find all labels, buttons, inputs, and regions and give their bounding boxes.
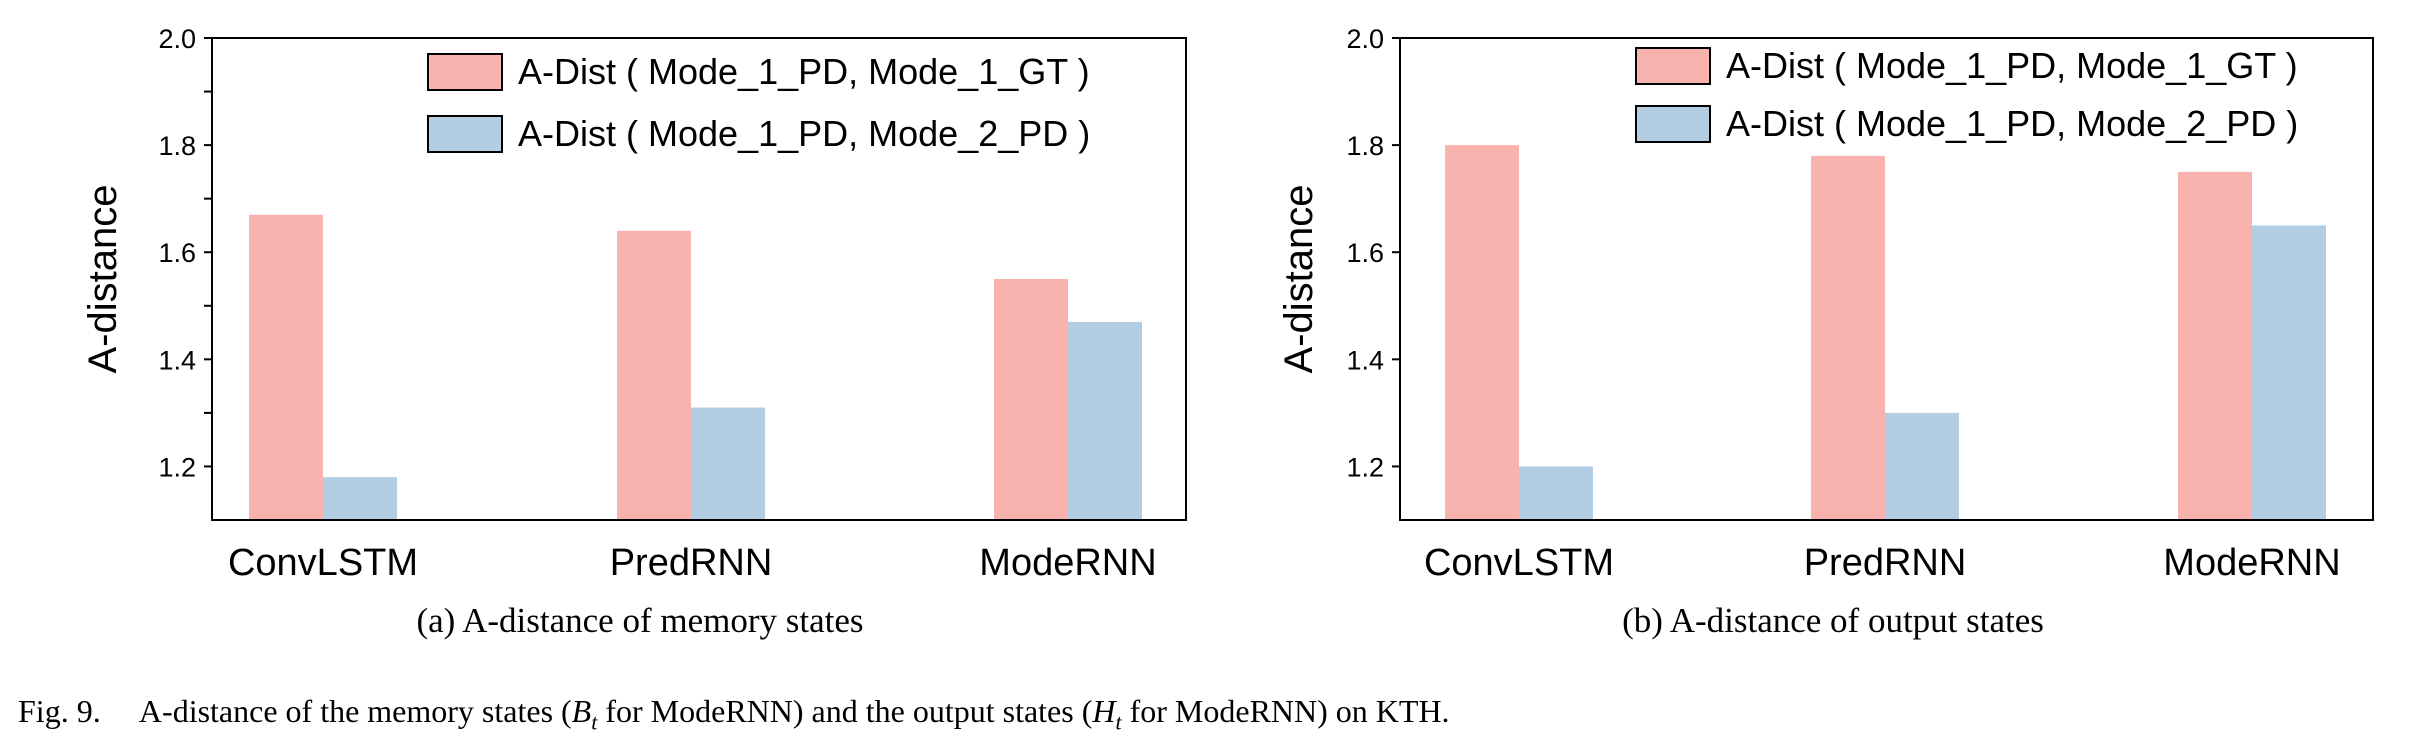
y-tick-label: 2.0 (1346, 24, 1384, 54)
x-category-label: PredRNN (610, 542, 773, 584)
bar-pd-modernn (1068, 321, 1142, 520)
bar-pd-predrnn (1885, 412, 1959, 520)
figure-caption: Fig. 9. A-distance of the memory states … (18, 693, 1450, 735)
figure-caption-text-3: for ModeRNN) on KTH. (1121, 693, 1450, 729)
symbol-b: B (571, 693, 592, 729)
y-axis-label: A-distance (81, 185, 125, 374)
legend-swatch-gt (427, 53, 503, 91)
bar-pd-modernn (2252, 225, 2326, 520)
subscript-t-2: t (1115, 709, 1122, 735)
bar-gt-convlstm (1445, 145, 1519, 520)
y-tick-label: 1.6 (1346, 238, 1384, 268)
bar-pd-convlstm (323, 477, 397, 520)
y-tick-label: 2.0 (158, 24, 196, 54)
legend-label-gt: A-Dist ( Mode_1_PD, Mode_1_GT ) (1726, 45, 2298, 86)
figure-caption-text-2: for ModeRNN) and the output states ( (597, 693, 1093, 729)
subfigure-caption: (a) A-distance of memory states (416, 601, 863, 640)
figure-caption-label: Fig. 9. (18, 693, 101, 729)
bar-pd-predrnn (691, 407, 765, 520)
y-tick-label: 1.8 (1346, 131, 1384, 161)
chart-panel-a: 2.0 1.8 1.6 1.4 1.2 A-distance ConvLSTM PredRNN… (81, 24, 1187, 640)
y-tick-label: 1.2 (158, 452, 196, 482)
legend-label-gt: A-Dist ( Mode_1_PD, Mode_1_GT ) (518, 51, 1090, 92)
x-category-label: ConvLSTM (228, 542, 418, 584)
legend-label-pd: A-Dist ( Mode_1_PD, Mode_2_PD ) (518, 113, 1090, 154)
y-tick-label: 1.6 (158, 238, 196, 268)
legend-swatch-pd (1635, 105, 1711, 143)
subfigure-caption: (b) A-distance of output states (1622, 601, 2044, 640)
y-tick-label: 1.2 (1346, 452, 1384, 482)
plot-frame (211, 37, 1187, 521)
y-tick-label: 1.4 (1346, 345, 1384, 375)
x-category-label: ConvLSTM (1424, 542, 1614, 584)
bar-pd-convlstm (1519, 466, 1593, 520)
legend-swatch-pd (427, 115, 503, 153)
x-category-label: ModeRNN (2163, 542, 2340, 584)
subscript-t-1: t (591, 709, 598, 735)
y-tick-label: 1.8 (158, 131, 196, 161)
y-tick-label: 1.4 (158, 345, 196, 375)
figure-caption-text-1: A-distance of the memory states ( (138, 693, 572, 729)
chart-panel-b: 2.0 1.8 1.6 1.4 1.2 A-distance ConvLSTM PredRNN… (1277, 24, 2374, 640)
y-axis-label: A-distance (1277, 185, 1321, 374)
bar-gt-predrnn (617, 230, 691, 521)
x-category-label: ModeRNN (979, 542, 1156, 584)
legend-swatch-gt (1635, 47, 1711, 85)
bar-gt-modernn (994, 279, 1068, 520)
bar-gt-convlstm (249, 214, 323, 520)
legend-label-pd: A-Dist ( Mode_1_PD, Mode_2_PD ) (1726, 103, 2298, 144)
x-category-label: PredRNN (1804, 542, 1967, 584)
symbol-h: H (1092, 693, 1116, 729)
bar-gt-modernn (2178, 171, 2252, 520)
plot-frame (1399, 37, 2374, 521)
bar-gt-predrnn (1811, 155, 1885, 521)
